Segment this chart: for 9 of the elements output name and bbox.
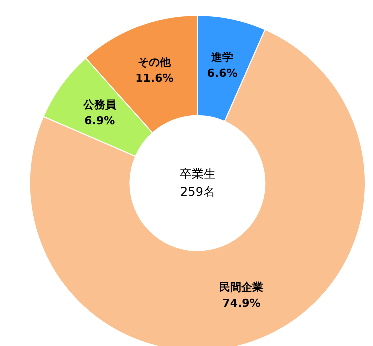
data-label: 6.9% (84, 114, 116, 128)
slice-label: 進学 (210, 50, 234, 64)
data-label: 6.6% (207, 66, 238, 80)
slice-label: 公務員 (82, 98, 118, 112)
text: 卒業生 259名 (180, 167, 216, 199)
slice-label: その他 (138, 56, 172, 70)
slice-label: 民間企業 (220, 281, 264, 294)
data-label: 11.6% (136, 72, 174, 86)
data-label: 74.9% (222, 297, 261, 310)
